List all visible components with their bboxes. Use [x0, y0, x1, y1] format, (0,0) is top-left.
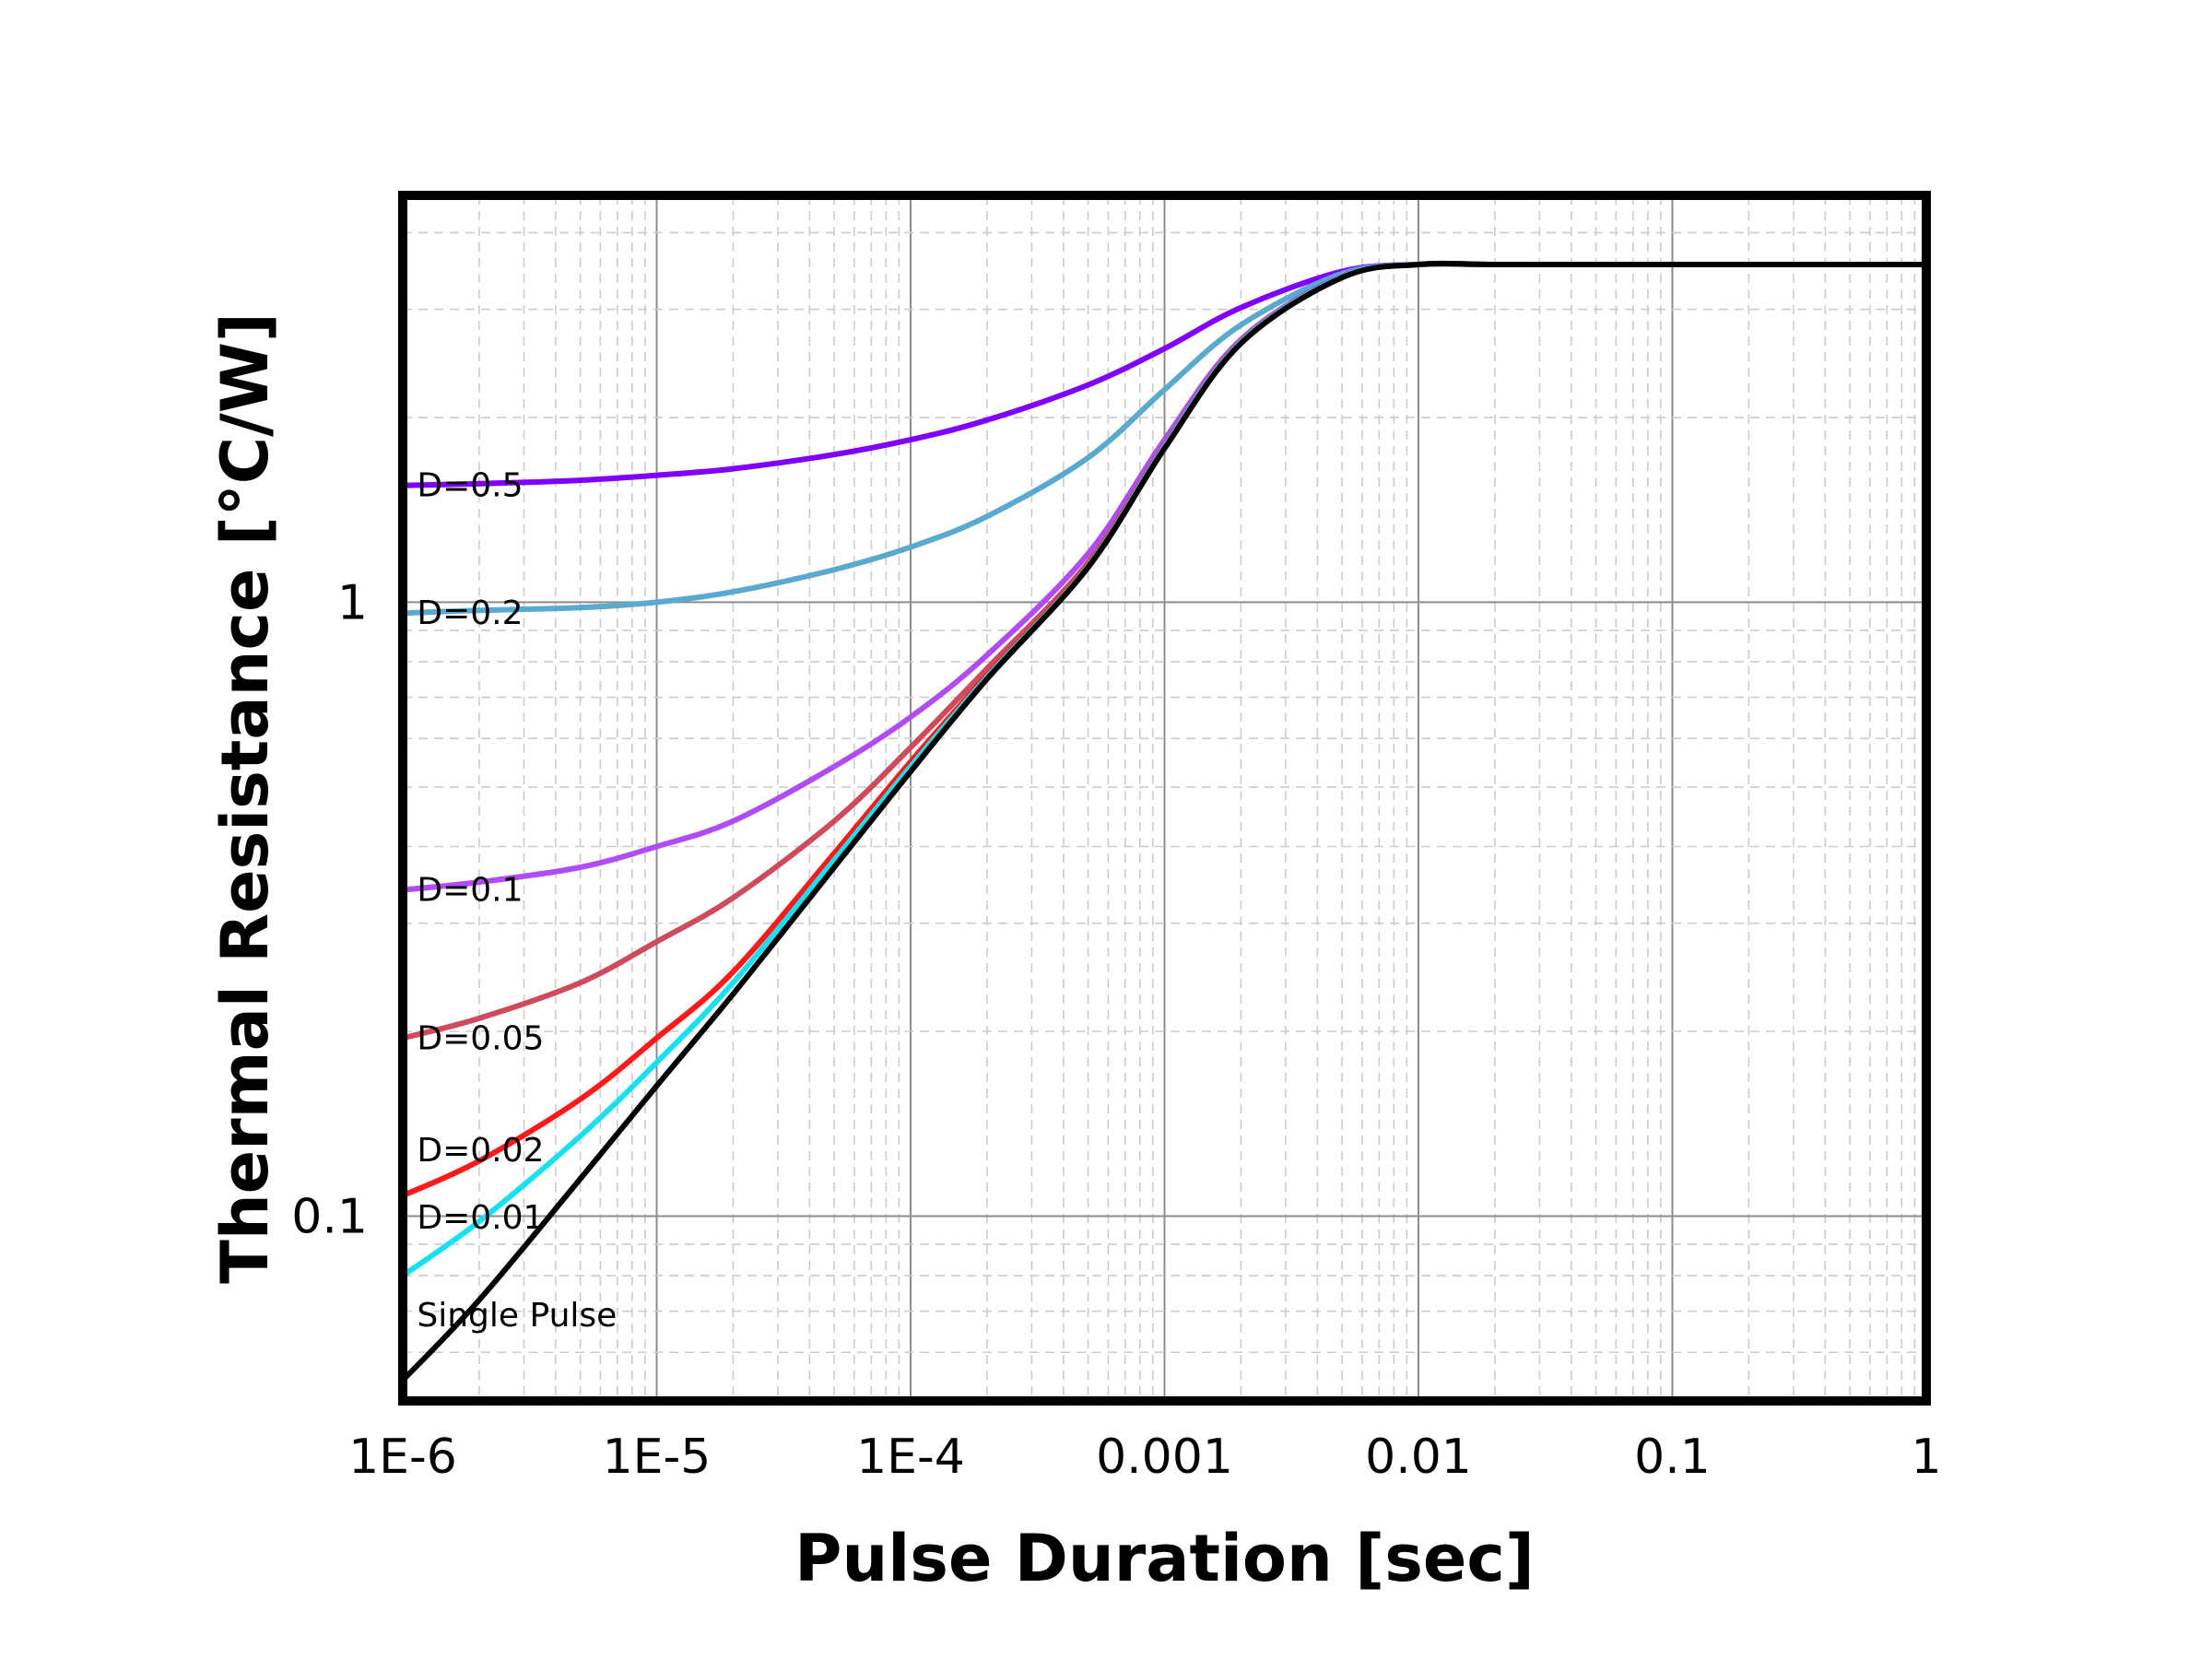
x-tick-label: 0.1 [1634, 1430, 1711, 1485]
y-tick-label: 1 [337, 575, 368, 630]
x-tick-label: 1E-5 [603, 1430, 712, 1485]
x-tick-label: 1 [1911, 1430, 1941, 1485]
x-tick-label: 0.01 [1365, 1430, 1472, 1485]
x-tick-labels: 1E-6 1E-5 1E-4 0.001 0.01 0.1 1 [348, 1430, 1941, 1485]
grid [402, 195, 1926, 1402]
series-group [400, 260, 1929, 1383]
x-tick-label: 1E-4 [856, 1430, 965, 1485]
series-label-d-0-5: D=0.5 [417, 467, 523, 505]
series-line-single-pulse [400, 260, 1929, 1383]
y-tick-label: 0.1 [291, 1189, 368, 1244]
plot-frame [398, 191, 1931, 1406]
series-label-d-0-01: D=0.01 [417, 1199, 544, 1237]
y-tick-labels: 0.11 [291, 575, 368, 1244]
series-label-d-0-2: D=0.2 [417, 594, 523, 632]
x-axis-title: Pulse Duration [sec] [794, 1521, 1535, 1596]
x-tick-label: 1E-6 [348, 1430, 457, 1485]
curve-labels: D=0.5 D=0.2 D=0.1 D=0.05 D=0.02 D=0.01 Single … [417, 467, 617, 1335]
series-label-d-0-05: D=0.05 [417, 1019, 544, 1057]
x-tick-label: 0.001 [1096, 1430, 1233, 1485]
series-label-single-pulse: Single Pulse [417, 1297, 617, 1335]
series-label-d-0-1: D=0.1 [417, 871, 523, 909]
series-label-d-0-02: D=0.02 [417, 1132, 544, 1170]
y-axis-title: Thermal Resistance [°C/W] [207, 312, 283, 1284]
